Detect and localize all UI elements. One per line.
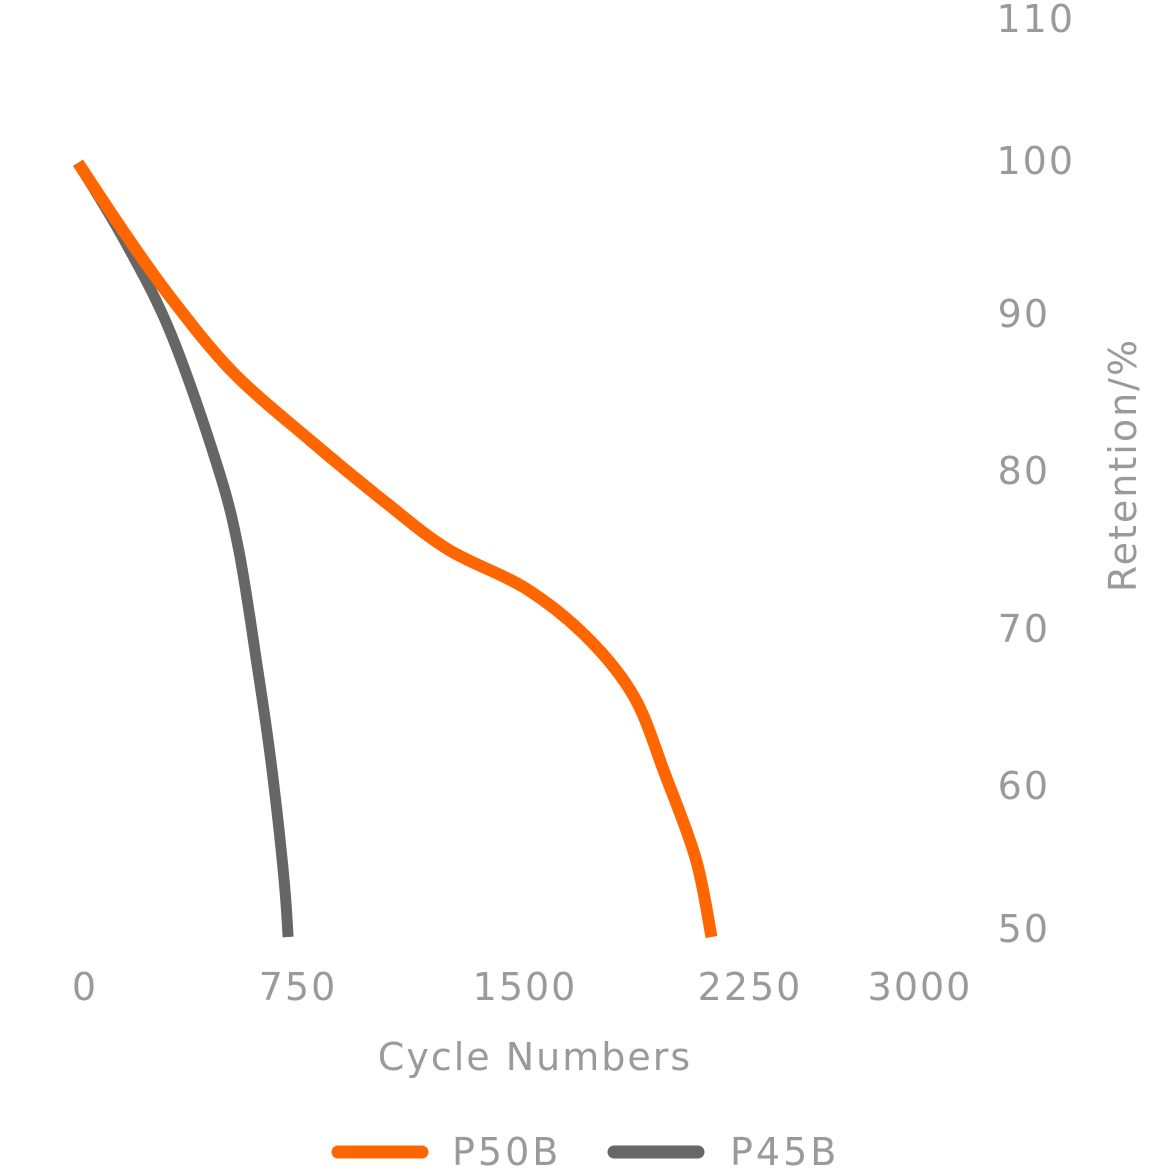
series-line-p50b	[73, 159, 718, 939]
x-tick-0: 0	[72, 965, 98, 1009]
x-tick-1500: 1500	[473, 965, 578, 1009]
series-line-p45b	[73, 159, 294, 938]
x-tick-2250: 2250	[698, 965, 803, 1009]
y-tick-60: 60	[998, 764, 1050, 808]
x-tick-3000: 3000	[868, 965, 973, 1009]
series-layer	[73, 159, 718, 939]
y-tick-90: 90	[998, 292, 1050, 336]
y-tick-70: 70	[998, 607, 1050, 651]
y-axis-ticks: 110 100 90 80 70 60 50	[996, 0, 1075, 951]
legend-label-p50b: P50B	[452, 1130, 561, 1170]
x-tick-750: 750	[259, 965, 338, 1009]
y-tick-100: 100	[996, 139, 1075, 183]
legend-label-p45b: P45B	[730, 1130, 839, 1170]
y-axis-title: Retention/%	[1101, 338, 1145, 592]
x-axis-ticks: 0 750 1500 2250 3000	[72, 965, 973, 1009]
legend: P50B P45B	[331, 1130, 839, 1170]
y-tick-110: 110	[996, 0, 1075, 41]
y-tick-50: 50	[998, 907, 1050, 951]
x-axis-title: Cycle Numbers	[378, 1035, 692, 1079]
y-tick-80: 80	[998, 449, 1050, 493]
